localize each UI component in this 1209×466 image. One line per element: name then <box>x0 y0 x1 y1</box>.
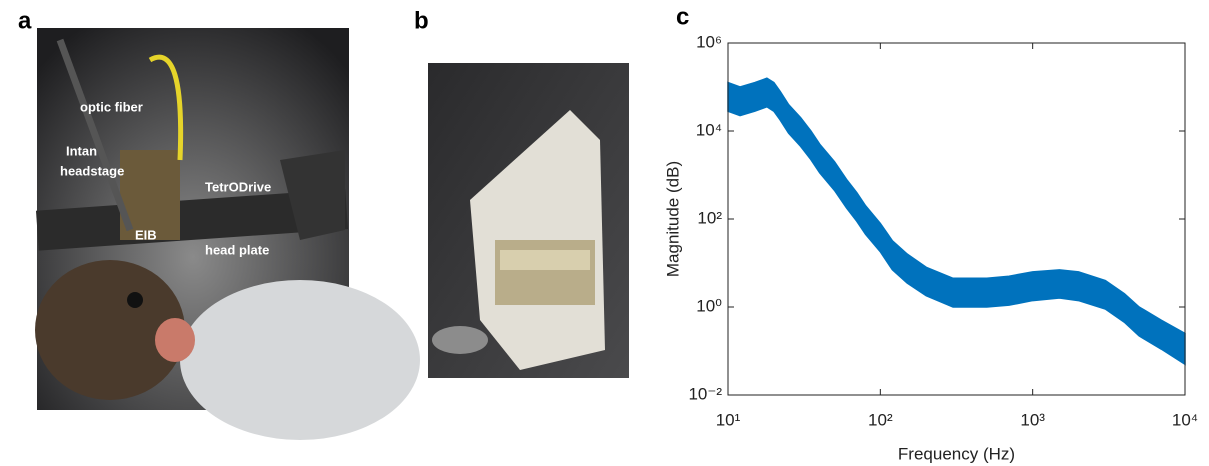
photo-b <box>428 63 629 378</box>
y-tick-label: 10⁰ <box>696 296 722 315</box>
panel-label: b <box>414 7 429 34</box>
x-tick-label: 10² <box>868 410 893 429</box>
spectrum-band <box>727 77 1186 366</box>
y-tick-label: 10⁻² <box>688 384 722 403</box>
x-tick-label: 10³ <box>1020 410 1045 429</box>
x-tick-label: 10¹ <box>716 410 741 429</box>
annotation: Intan <box>66 143 97 158</box>
annotation: optic fiber <box>80 99 143 114</box>
axes-box <box>727 42 1186 396</box>
x-axis-label: Frequency (Hz) <box>898 444 1015 463</box>
y-tick-label: 10⁶ <box>696 32 722 51</box>
photo-a <box>35 28 420 440</box>
annotation: head plate <box>205 242 269 257</box>
panel-label: c <box>676 3 689 30</box>
annotation: headstage <box>60 163 124 178</box>
y-tick-label: 10⁴ <box>696 120 722 139</box>
annotation: EIB <box>135 227 157 242</box>
annotation: TetrODrive <box>205 179 271 194</box>
y-tick-label: 10² <box>697 208 722 227</box>
y-axis-label: Magnitude (dB) <box>663 161 682 277</box>
x-tick-label: 10⁴ <box>1172 410 1198 429</box>
panel-label: a <box>18 7 32 34</box>
